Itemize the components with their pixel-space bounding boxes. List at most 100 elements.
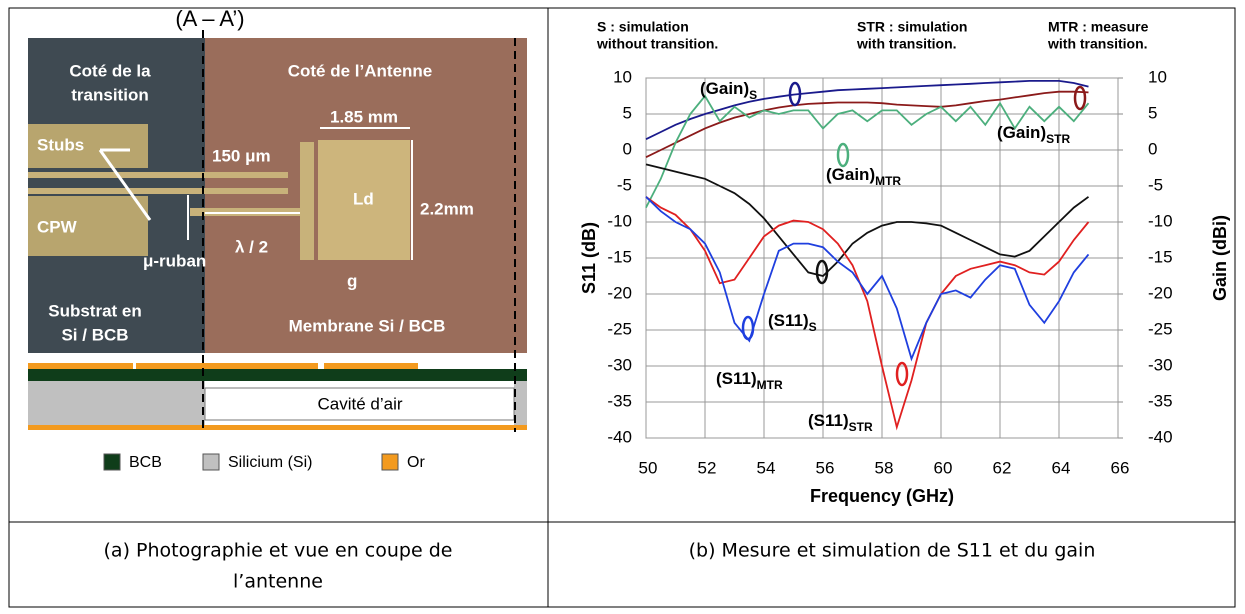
- y2-tick-label: -35: [1148, 391, 1173, 410]
- chart: -40 -35 -30 -25 -20 -15 -10 -5 0 5 10 -40 -35 -30 -25 -…: [579, 19, 1230, 506]
- photo-label: g: [347, 271, 357, 290]
- callout-marker: [788, 81, 802, 107]
- curve-label: (S11)STR: [808, 411, 873, 434]
- silicon-layer: [28, 381, 205, 425]
- x-tick-label: 62: [993, 458, 1012, 477]
- series-line: [645, 196, 1090, 362]
- x-tick-label: 66: [1111, 458, 1130, 477]
- x-tick-label: 52: [698, 458, 717, 477]
- series-line: [645, 94, 1090, 209]
- photo-label: λ / 2: [235, 237, 268, 256]
- bcb-layer: [28, 369, 527, 381]
- ground-pad: [28, 196, 148, 256]
- curve-label-text: (Gain): [997, 123, 1046, 142]
- curve-label-sub: S: [809, 320, 817, 334]
- y-tick-label: -15: [607, 247, 632, 266]
- y-tick-label: -20: [607, 283, 632, 302]
- y-tick-label: 0: [623, 139, 632, 158]
- note: without transition.: [596, 36, 718, 52]
- gold-layer: [28, 363, 133, 369]
- legend-label: Or: [407, 454, 425, 471]
- caption: (b) Mesure et simulation de S11 et du ga…: [689, 540, 1096, 562]
- silicon-layer: [514, 381, 527, 425]
- legend-swatch: [202, 453, 220, 471]
- region-label: Membrane Si / BCB: [289, 316, 446, 335]
- series-line: [645, 90, 1089, 159]
- photo-label: Stubs: [37, 135, 84, 154]
- caption: l’antenne: [233, 571, 323, 593]
- photo: (A – A’) Coté de la transition Coté de l…: [28, 6, 527, 471]
- callout-marker: [895, 361, 909, 387]
- photo-label: 150 μm: [212, 146, 271, 165]
- curve-label-text: (Gain): [826, 165, 875, 184]
- callout-marker: [836, 142, 850, 168]
- curve-label: (S11)S: [768, 311, 817, 334]
- note: with transition.: [856, 36, 957, 52]
- curve-label-text: (Gain): [700, 79, 749, 98]
- photo-label: 1.85 mm: [330, 107, 398, 126]
- y-tick-label: -40: [607, 427, 632, 446]
- photo-label: Ld: [353, 189, 374, 208]
- callout-marker: [1073, 85, 1087, 111]
- legend-swatch: [103, 453, 121, 471]
- region-title: transition: [71, 85, 148, 104]
- gold-layer: [28, 425, 527, 430]
- curve-label-sub: MTR: [875, 174, 901, 188]
- gold-layer: [324, 363, 418, 369]
- photo-label: CPW: [37, 217, 78, 236]
- x-tick-label: 50: [639, 458, 658, 477]
- legend-swatch: [381, 453, 399, 471]
- note: with transition.: [1047, 36, 1148, 52]
- cpw-line: [28, 188, 288, 194]
- region-title: Coté de la: [69, 61, 151, 80]
- x-axis-title: Frequency (GHz): [810, 486, 954, 506]
- series-line: [645, 80, 1089, 141]
- curve-label-sub: STR: [849, 420, 873, 434]
- y-tick-label: -25: [607, 319, 632, 338]
- x-tick-label: 54: [757, 458, 776, 477]
- x-tick-label: 58: [875, 458, 894, 477]
- cavity-label: Cavité d’air: [317, 394, 402, 413]
- series-line: [645, 196, 1090, 431]
- cpw-line: [28, 172, 288, 178]
- series-line: [645, 163, 1090, 277]
- curve-label-text: (S11): [716, 369, 757, 388]
- legend-label: Silicium (Si): [228, 454, 312, 471]
- y2-tick-label: -5: [1148, 175, 1163, 194]
- curve-label: (Gain)MTR: [826, 165, 901, 188]
- y2-tick-label: 10: [1148, 67, 1167, 86]
- y2-tick-label: -20: [1148, 283, 1173, 302]
- y2-tick-label: -15: [1148, 247, 1173, 266]
- x-tick-label: 56: [816, 458, 835, 477]
- y2-tick-label: -40: [1148, 427, 1173, 446]
- callout-marker: [815, 259, 829, 285]
- y-tick-label: -35: [607, 391, 632, 410]
- region-title: Coté de l’Antenne: [288, 61, 433, 80]
- gold-layer: [136, 363, 318, 369]
- air-cavity: [204, 387, 515, 421]
- note: S : simulation: [597, 19, 689, 35]
- curve-label-text: (S11): [768, 311, 809, 330]
- patch: [318, 140, 410, 260]
- y-tick-label: -10: [607, 211, 632, 230]
- curve-label-sub: S: [749, 88, 757, 102]
- legend-label: BCB: [129, 454, 162, 471]
- x-tick-label: 60: [934, 458, 953, 477]
- photo-label: μ-ruban: [143, 251, 206, 270]
- photo-label: 2.2mm: [420, 199, 474, 218]
- curve-label-text: (S11): [808, 411, 849, 430]
- region-label: Substrat en: [48, 301, 142, 320]
- ground-pad: [28, 124, 148, 168]
- note: STR : simulation: [857, 19, 967, 35]
- note: MTR : measure: [1048, 19, 1149, 35]
- y2-tick-label: 0: [1148, 139, 1157, 158]
- y2-tick-label: 5: [1148, 103, 1157, 122]
- curve-label: (Gain)STR: [997, 123, 1070, 146]
- y2-tick-label: -30: [1148, 355, 1173, 374]
- y-tick-label: 5: [623, 103, 632, 122]
- curve-label: (Gain)S: [700, 79, 757, 102]
- arrow: [98, 149, 152, 221]
- section-label: (A – A’): [175, 6, 244, 31]
- y-axis-title: S11 (dB): [579, 222, 599, 294]
- y-tick-label: 10: [613, 67, 632, 86]
